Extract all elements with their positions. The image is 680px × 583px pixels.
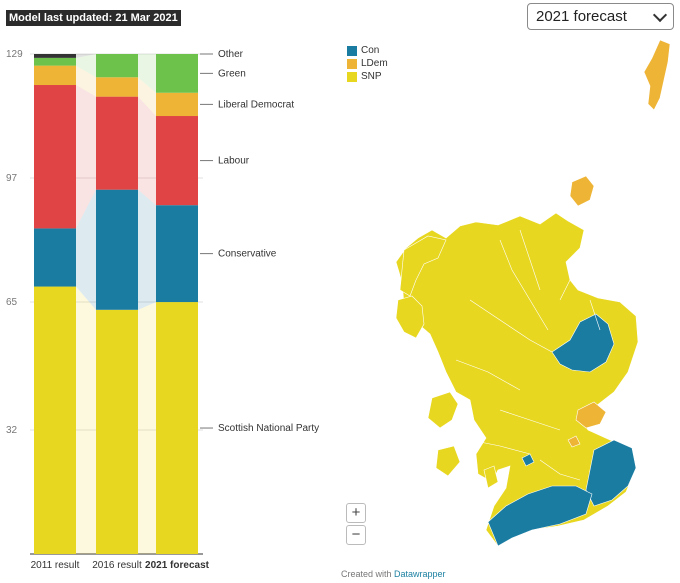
- y-tick-label: 32: [6, 425, 18, 436]
- map-legend-item-snp: SNP: [347, 70, 388, 83]
- x-tick-label: 2016 result: [92, 560, 142, 571]
- map-legend: Con LDem SNP: [347, 44, 388, 83]
- forecast-select[interactable]: 2021 forecast: [527, 3, 674, 30]
- bar-segment: [34, 57, 76, 66]
- map-legend-label: LDem: [361, 58, 388, 69]
- x-tick-label: 2011 result: [31, 560, 80, 571]
- bar-segment: [156, 116, 198, 206]
- map-region-edinburgh-west[interactable]: [567, 435, 581, 448]
- seat-chart: 129 97 65 32 2011 result 2016 result 2021 fore…: [6, 49, 319, 571]
- datawrapper-link[interactable]: Datawrapper: [394, 569, 446, 579]
- bar-segment: [96, 309, 138, 554]
- series-label: Liberal Democrat: [218, 99, 294, 110]
- map-region-shetland[interactable]: [643, 39, 671, 111]
- series-label: Green: [218, 68, 246, 79]
- bar-segment: [34, 85, 76, 229]
- bar-segment: [156, 54, 198, 93]
- bar-segment: [34, 54, 76, 58]
- connector-band: [76, 286, 96, 554]
- bar-segment: [34, 228, 76, 287]
- connector-band: [138, 189, 156, 310]
- connector-band: [76, 189, 96, 310]
- map-legend-swatch: [347, 58, 357, 69]
- credit-prefix: Created with: [341, 569, 395, 579]
- map-region-mull[interactable]: [427, 391, 459, 429]
- map-legend-swatch: [347, 71, 357, 82]
- chart-bars: [34, 54, 198, 554]
- zoom-out-button[interactable]: −: [346, 525, 366, 545]
- bar-segment: [34, 65, 76, 86]
- map-boundaries: [455, 229, 601, 481]
- map-legend-label: Con: [361, 45, 380, 56]
- series-label: Labour: [218, 156, 250, 167]
- chart-connectors: [76, 54, 156, 554]
- connector-band: [76, 65, 96, 97]
- connector-band: [138, 54, 156, 93]
- map-region-skye[interactable]: [395, 295, 425, 339]
- y-tick-label: 65: [6, 297, 18, 308]
- series-label: Other: [218, 49, 244, 60]
- bar-segment: [156, 302, 198, 554]
- map-legend-item-con: Con: [347, 44, 388, 57]
- bar-segment: [156, 205, 198, 303]
- map-legend-swatch: [347, 45, 357, 56]
- map-region-islay[interactable]: [435, 445, 461, 477]
- bar-segment: [96, 96, 138, 190]
- y-tick-label: 129: [6, 49, 23, 60]
- map-region-borders[interactable]: [585, 439, 637, 507]
- y-tick-label: 97: [6, 173, 18, 184]
- x-tick-label: 2021 forecast: [145, 560, 210, 571]
- chevron-down-icon: [652, 7, 668, 22]
- forecast-select-value: 2021 forecast: [536, 8, 627, 25]
- connector-band: [76, 54, 96, 78]
- credit-line: Created with Datawrapper: [341, 569, 446, 579]
- map-region-outer-hebrides[interactable]: [399, 235, 447, 297]
- map-region-eastwood[interactable]: [521, 453, 535, 467]
- connector-band: [76, 54, 96, 58]
- bar-segment: [96, 77, 138, 97]
- bar-segment: [34, 286, 76, 554]
- map-region-arran[interactable]: [483, 465, 499, 489]
- connector-band: [76, 85, 96, 229]
- chart-labels: 129 97 65 32 2011 result 2016 result 2021 fore…: [6, 49, 319, 571]
- map-region-fife[interactable]: [575, 401, 607, 429]
- series-label: Conservative: [218, 249, 277, 260]
- bar-segment: [156, 92, 198, 117]
- bar-segment: [96, 189, 138, 310]
- series-label: Scottish National Party: [218, 423, 319, 434]
- zoom-in-button[interactable]: +: [346, 503, 366, 523]
- map-region-orkney[interactable]: [569, 175, 595, 207]
- bar-segment: [96, 54, 138, 78]
- connector-band: [138, 302, 156, 554]
- map-region-dumfries[interactable]: [487, 485, 593, 547]
- scotland-map[interactable]: [330, 30, 675, 570]
- last-updated-badge: Model last updated: 21 Mar 2021: [6, 10, 181, 26]
- map-legend-label: SNP: [361, 71, 382, 82]
- map-legend-item-ldem: LDem: [347, 57, 388, 70]
- connector-band: [138, 77, 156, 117]
- connector-band: [138, 96, 156, 206]
- map-region-aberdeenshire[interactable]: [551, 313, 615, 373]
